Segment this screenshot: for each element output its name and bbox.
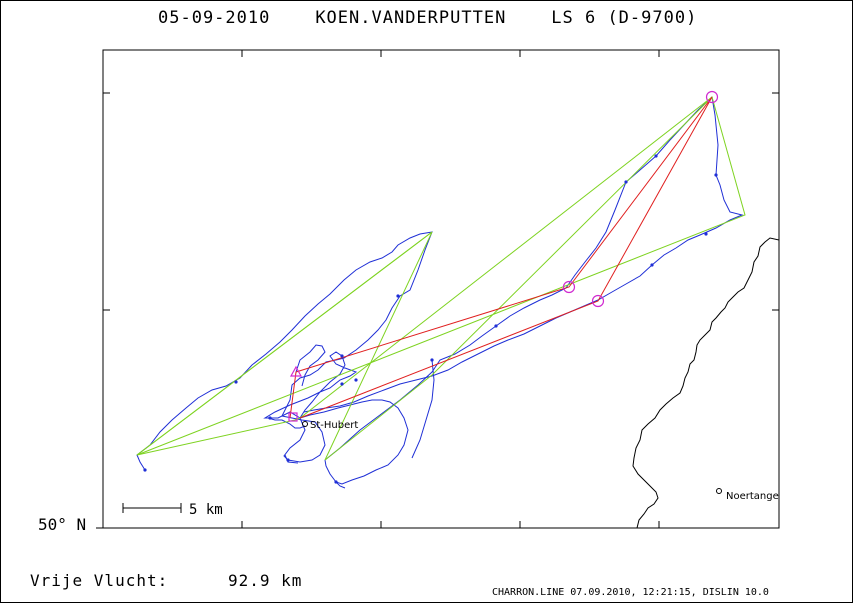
pilot-name: KOEN.VANDERPUTTEN — [315, 8, 507, 28]
place-st-hubert: St-Hubert — [302, 420, 358, 431]
scale-bar: 5 km — [122, 502, 223, 518]
town-marker-icon — [302, 421, 308, 427]
turnpoint-circle — [562, 280, 576, 294]
start-triangle-marker — [289, 365, 303, 377]
town-marker-icon — [716, 488, 722, 494]
footer-info: CHARRON.LINE 07.09.2010, 12:21:15, DISLI… — [492, 587, 769, 598]
place-label-noertange: Noertange — [726, 491, 779, 502]
turnpoint-circle — [591, 294, 605, 308]
scale-bar-label: 5 km — [189, 502, 223, 518]
map-frame — [102, 49, 780, 529]
map-ticks — [96, 50, 779, 529]
free-flight-route — [136, 96, 746, 461]
turnpoint-markers — [288, 90, 719, 422]
declared-task — [289, 96, 713, 419]
free-flight-distance: 92.9 km — [228, 571, 303, 590]
place-noertange: Noertange — [716, 488, 779, 502]
free-flight-label: Vrije Vlucht: — [30, 571, 169, 590]
track-fix-dots — [143, 154, 718, 484]
latitude-label: 50° N — [38, 515, 87, 534]
glider-id: LS 6 (D-9700) — [551, 8, 698, 28]
flight-track — [136, 96, 744, 489]
country-border-line — [632, 237, 780, 529]
page-title: 05-09-2010 KOEN.VANDERPUTTEN LS 6 (D-970… — [158, 8, 697, 28]
place-label-st-hubert: St-Hubert — [310, 420, 358, 431]
turnpoint-circle — [705, 90, 719, 104]
flight-date: 05-09-2010 — [158, 8, 271, 28]
finish-square-marker — [288, 412, 298, 422]
